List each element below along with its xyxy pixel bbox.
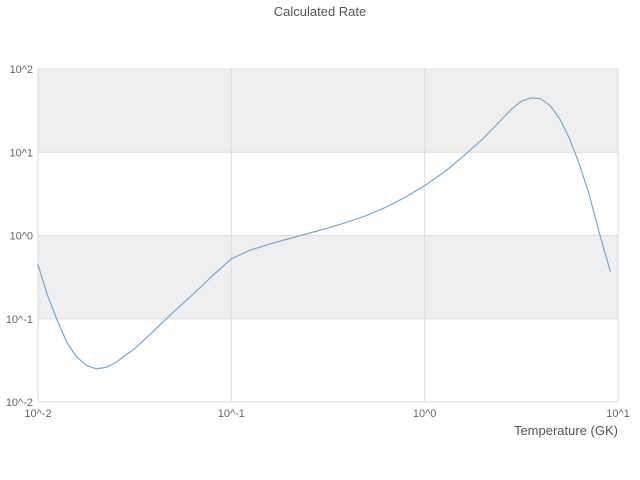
plot-band	[38, 235, 618, 319]
y-tick-label: 10^1	[9, 147, 33, 159]
y-tick-label: 10^-2	[6, 397, 33, 409]
chart-title: Calculated Rate	[273, 4, 367, 19]
y-tick-label: 10^0	[9, 231, 33, 243]
x-tick-label: 10^-2	[24, 408, 51, 420]
grid-lines	[37, 68, 619, 403]
y-tick-label: 10^-1	[6, 314, 33, 326]
y-tick-label: 10^2	[9, 64, 33, 76]
x-tick-label: 10^0	[413, 408, 437, 420]
plot-band	[38, 69, 618, 153]
x-axis-label: Temperature (GK)	[513, 423, 618, 438]
plot-band	[38, 152, 618, 236]
series-line-calculated-rate	[37, 97, 611, 370]
plot-bands	[38, 69, 618, 402]
plot-band	[38, 318, 618, 402]
y-tick-labels: 10^-2 10^-1 10^0 10^1 10^2	[6, 64, 33, 409]
x-tick-label: 10^-1	[218, 408, 245, 420]
x-tick-labels: 10^-2 10^-1 10^0 10^1	[24, 408, 629, 420]
x-tick-label: 10^1	[606, 408, 630, 420]
